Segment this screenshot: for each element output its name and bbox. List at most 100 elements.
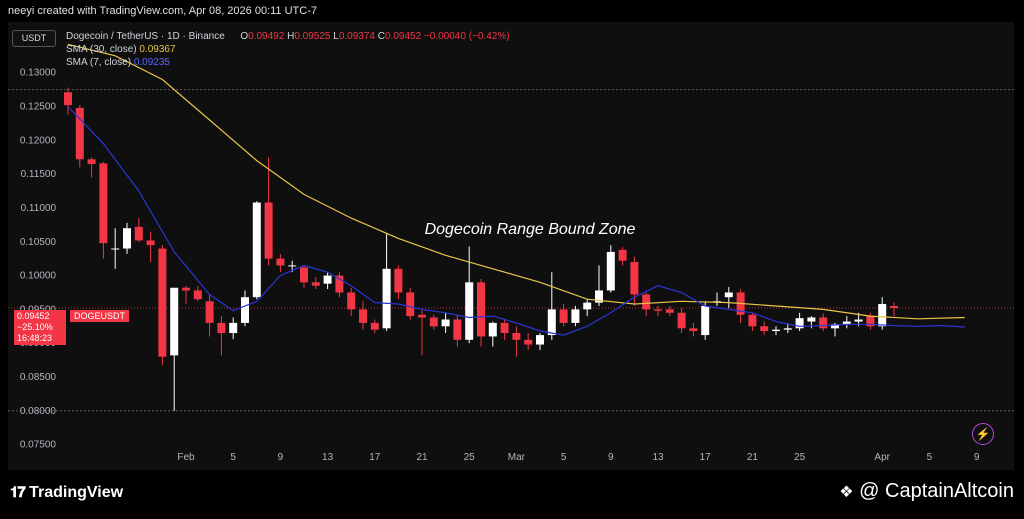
price-chart[interactable]: 0.135000.130000.125000.120000.115000.110… xyxy=(8,22,1014,470)
candle-body xyxy=(748,314,757,327)
candle-body xyxy=(654,309,662,311)
candle-body xyxy=(170,287,179,356)
low-value: 0.09374 xyxy=(338,31,375,42)
x-tick-label: 25 xyxy=(464,452,476,463)
tv-logo-icon: 𝟏𝟕 xyxy=(10,484,26,501)
diamond-icon: ❖ xyxy=(839,484,854,501)
high-value: 0.09525 xyxy=(294,31,331,42)
x-tick-label: 21 xyxy=(416,452,428,463)
price-change: −25.10% xyxy=(17,322,53,332)
credit-text: neeyi created with TradingView.com, Apr … xyxy=(8,5,317,17)
currency-button[interactable]: USDT xyxy=(12,30,56,47)
x-tick-label: 9 xyxy=(974,452,980,463)
candle-body xyxy=(370,322,379,330)
y-tick-label: 0.08500 xyxy=(20,372,57,383)
bottom-bar xyxy=(0,470,1024,519)
x-tick-label: Feb xyxy=(177,452,195,463)
sma7-line xyxy=(67,106,965,336)
candle-body xyxy=(842,321,851,325)
candle-body xyxy=(146,240,155,246)
x-tick-label: 17 xyxy=(369,452,381,463)
candle-body xyxy=(595,290,603,303)
open-value: 0.09492 xyxy=(248,31,285,42)
candle-body xyxy=(701,306,710,336)
candle-body xyxy=(890,306,898,309)
candle-body xyxy=(217,322,226,334)
captainaltcoin-logo: ❖ @ CaptainAltcoin xyxy=(839,480,1014,503)
candle-body xyxy=(465,282,474,340)
candle-body xyxy=(64,92,72,106)
candle-body xyxy=(783,328,792,330)
sma7-label: SMA (7, close) xyxy=(66,57,132,68)
bar-countdown: 16:48:23 xyxy=(17,333,53,343)
x-tick-label: 25 xyxy=(794,452,806,463)
candle-body xyxy=(123,228,131,249)
y-tick-label: 0.13000 xyxy=(20,68,57,79)
candle-body xyxy=(630,262,639,295)
candle-body xyxy=(831,324,839,329)
captainaltcoin-text: @ CaptainAltcoin xyxy=(859,480,1014,502)
candle-body xyxy=(359,309,367,323)
candle-body xyxy=(335,275,344,293)
candle-body xyxy=(677,312,686,329)
x-tick-label: 9 xyxy=(278,452,284,463)
candle-body xyxy=(99,163,108,244)
y-tick-label: 0.10000 xyxy=(20,271,57,282)
x-tick-label: 9 xyxy=(608,452,614,463)
legend-title-row: Dogecoin / TetherUS · 1D · Binance O0.09… xyxy=(66,30,510,43)
candle-body xyxy=(418,314,426,318)
candle-body xyxy=(488,322,497,337)
tradingview-logo: 𝟏𝟕 TradingView xyxy=(10,484,123,502)
candle-body xyxy=(559,309,568,323)
candle-body xyxy=(300,267,308,283)
close-label: C xyxy=(377,31,385,42)
candle-body xyxy=(524,339,533,345)
x-tick-label: 13 xyxy=(322,452,334,463)
candle-body xyxy=(75,107,84,160)
candle-body xyxy=(323,275,332,284)
high-label: H xyxy=(287,31,295,42)
sma7-value: 0.09235 xyxy=(133,57,170,68)
candle-body xyxy=(500,322,509,334)
chart-panel[interactable]: 0.135000.130000.125000.120000.115000.110… xyxy=(8,22,1014,470)
low-label: L xyxy=(333,31,339,42)
x-tick-label: 5 xyxy=(230,452,236,463)
candle-body xyxy=(665,309,674,313)
y-tick-label: 0.11500 xyxy=(21,169,57,180)
lightning-icon[interactable]: ⚡ xyxy=(972,423,994,445)
candle-body xyxy=(724,292,733,298)
open-label: O xyxy=(240,31,249,42)
range-annotation: Dogecoin Range Bound Zone xyxy=(425,221,636,238)
top-bar: neeyi created with TradingView.com, Apr … xyxy=(0,0,1024,22)
close-value: 0.09452 xyxy=(384,31,422,42)
candle-body xyxy=(571,309,580,323)
x-tick-label: 13 xyxy=(652,452,664,463)
candle-body xyxy=(241,297,249,323)
x-tick-label: 21 xyxy=(747,452,759,463)
sma30-line xyxy=(67,43,965,320)
candle-body xyxy=(760,326,769,332)
candle-body xyxy=(795,318,804,329)
candle-body xyxy=(854,319,863,322)
candle-body xyxy=(453,319,462,340)
candle-body xyxy=(134,226,143,241)
sma30-value: 0.09367 xyxy=(139,44,176,55)
candle-body xyxy=(158,248,167,357)
candle-body xyxy=(111,248,120,250)
candle-body xyxy=(347,292,356,310)
candle-body xyxy=(477,282,485,337)
legend-sma7-row[interactable]: SMA (7, close) 0.09235 xyxy=(66,56,510,69)
candle-body xyxy=(772,329,780,332)
candle-body xyxy=(606,251,615,291)
candle-body xyxy=(866,316,875,327)
candle-body xyxy=(229,322,238,334)
candle-body xyxy=(205,301,214,323)
symbol-title: Dogecoin / TetherUS · 1D · Binance xyxy=(66,31,225,42)
candle-body xyxy=(819,317,828,329)
candle-body xyxy=(311,282,320,286)
candle-body xyxy=(878,303,887,327)
x-tick-label: 5 xyxy=(927,452,933,463)
y-tick-label: 0.12500 xyxy=(20,102,57,113)
legend-sma30-row[interactable]: SMA (30, close) 0.09367 xyxy=(66,43,510,56)
y-tick-label: 0.07500 xyxy=(20,440,57,451)
